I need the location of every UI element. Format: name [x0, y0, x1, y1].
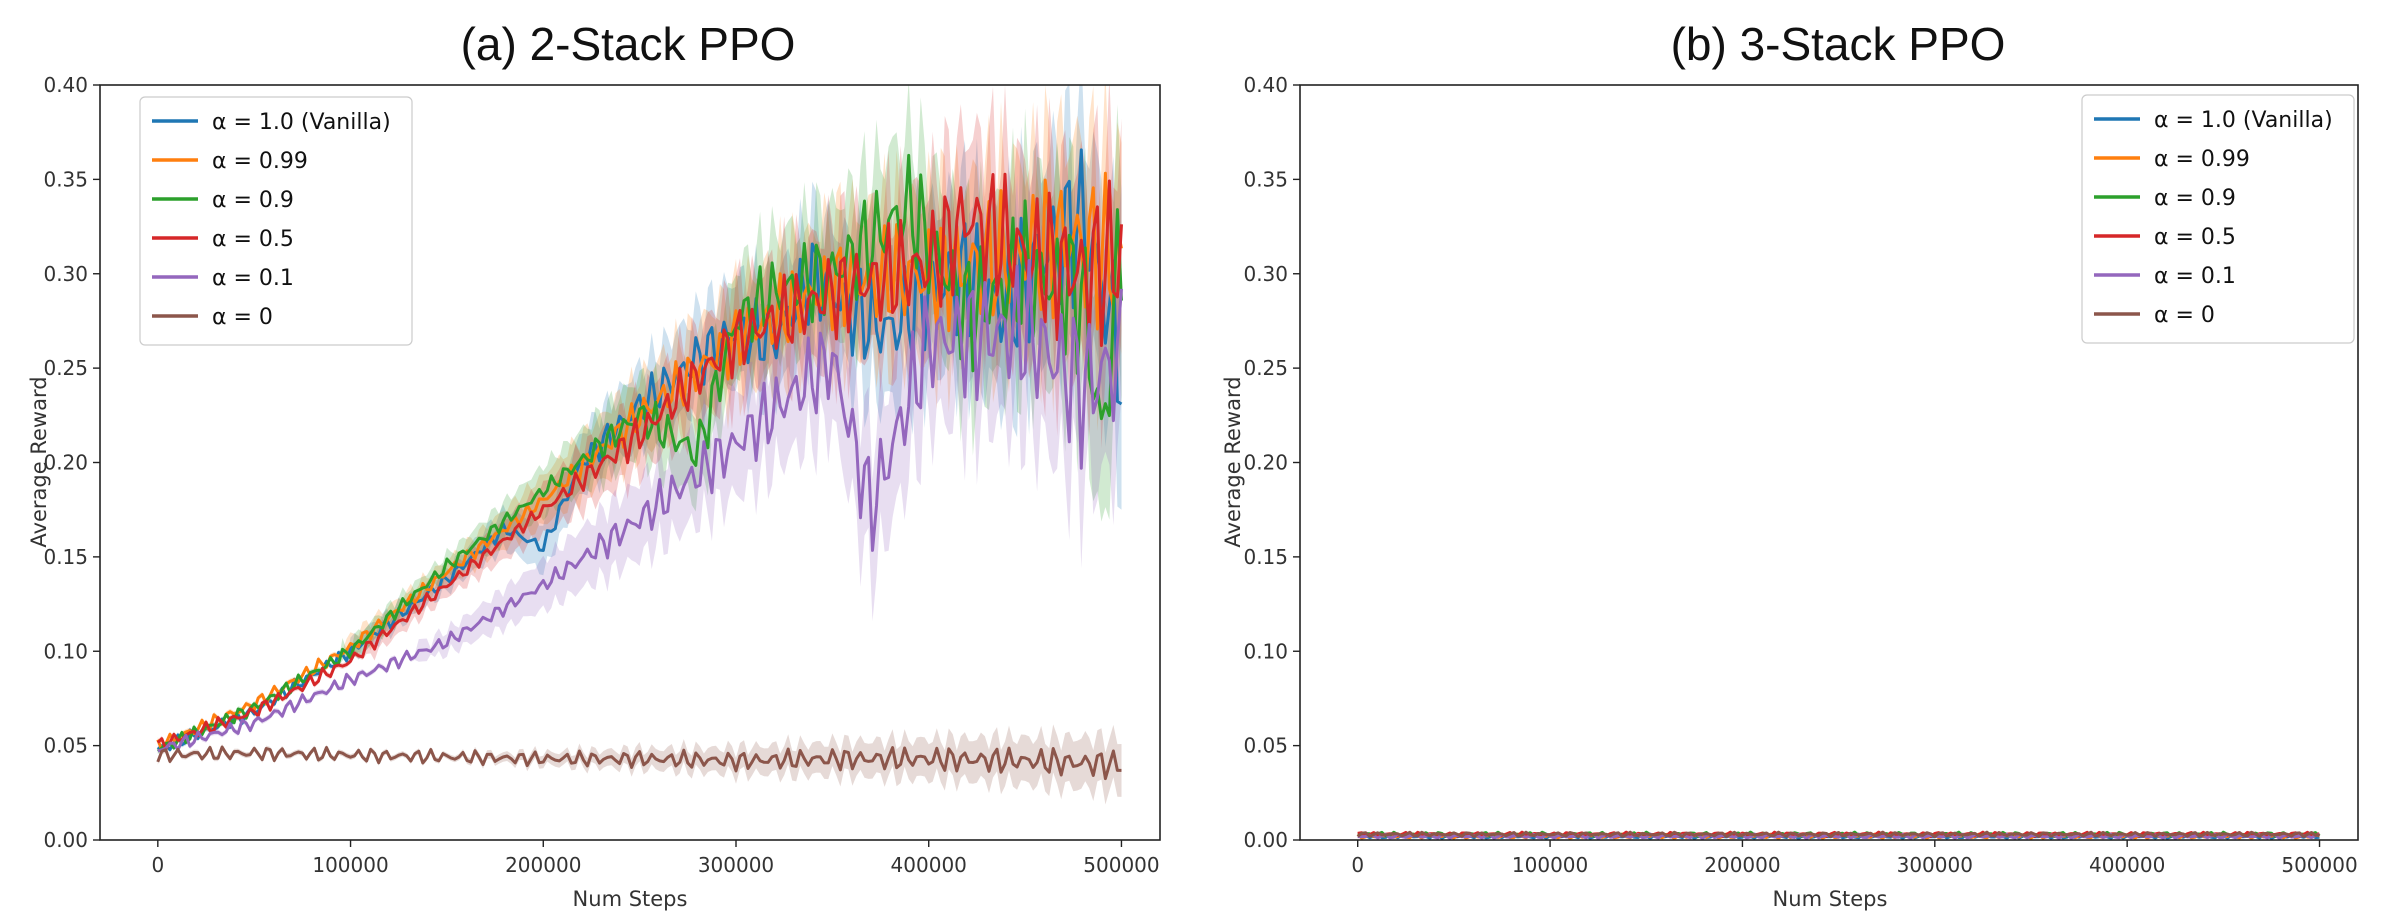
chart-b-lines	[1356, 830, 2321, 840]
chart-a-xlabel: Num Steps	[573, 887, 688, 911]
xtick-label: 400000	[891, 853, 967, 877]
chart-a-yticks: 0.00 0.05 0.10 0.15 0.20 0.25 0.30 0.35 0.40	[43, 73, 100, 852]
ytick-label: 0.20	[43, 451, 88, 475]
legend-label: α = 0.1	[2154, 264, 2236, 289]
chart-b-xlabel: Num Steps	[1773, 887, 1888, 911]
legend-label: α = 0.9	[2154, 186, 2236, 211]
ytick-label: 0.05	[43, 734, 88, 758]
xtick-label: 500000	[2281, 853, 2357, 877]
chart-b-ylabel: Average Reward	[1221, 376, 1245, 547]
legend-label: α = 1.0 (Vanilla)	[2154, 108, 2333, 133]
xtick-label: 200000	[1704, 853, 1780, 877]
chart-a: (a) 2-Stack PPO 0.00 0.05 0.10 0.15 0.20 0.25…	[27, 18, 1161, 911]
legend-label: α = 0.5	[212, 227, 294, 252]
series-line-green	[156, 153, 1123, 753]
xtick-label: 200000	[505, 853, 581, 877]
xtick-label: 0	[1351, 853, 1364, 877]
ytick-label: 0.40	[43, 73, 88, 97]
xtick-label: 400000	[2089, 853, 2165, 877]
ytick-label: 0.00	[43, 828, 88, 852]
chart-b-legend-box	[2081, 94, 2355, 344]
chart-a-ylabel: Average Reward	[27, 376, 51, 547]
series-line-blue	[156, 148, 1123, 752]
legend-label: α = 0.99	[2154, 147, 2250, 172]
legend-label: α = 0.99	[212, 149, 308, 174]
series-line-orange	[156, 171, 1123, 752]
chart-b-xticks: 0 100000 200000 300000 400000 500000	[1351, 840, 2358, 877]
legend-label: α = 0.1	[212, 266, 294, 291]
series-line-red	[156, 172, 1123, 751]
ytick-label: 0.15	[43, 545, 88, 569]
chart-b-legend: α = 1.0 (Vanilla) α = 0.99 α = 0.9 α = 0.5 α…	[2081, 94, 2355, 344]
ytick-label: 0.15	[1243, 545, 1288, 569]
legend-label: α = 0	[2154, 303, 2215, 328]
legend-label: α = 0.9	[212, 188, 294, 213]
xtick-label: 300000	[698, 853, 774, 877]
xtick-label: 100000	[312, 853, 388, 877]
ytick-label: 0.05	[1243, 734, 1288, 758]
series-line-brown	[1356, 830, 2320, 839]
ytick-label: 0.10	[43, 639, 88, 663]
chart-b: (b) 3-Stack PPO 0.00 0.05 0.10 0.15 0.20 0.25…	[1221, 18, 2359, 911]
ytick-label: 0.35	[1243, 167, 1288, 191]
xtick-label: 300000	[1897, 853, 1973, 877]
ytick-label: 0.40	[1243, 73, 1288, 97]
series-line-brown	[156, 745, 1122, 781]
ytick-label: 0.35	[43, 167, 88, 191]
chart-b-yticks: 0.00 0.05 0.10 0.15 0.20 0.25 0.30 0.35 0.40	[1243, 73, 1300, 852]
ytick-label: 0.25	[1243, 356, 1288, 380]
chart-a-legend-box	[139, 96, 413, 346]
legend-label: α = 0	[212, 305, 273, 330]
legend-label: α = 1.0 (Vanilla)	[212, 110, 391, 135]
legend-label: α = 0.5	[2154, 225, 2236, 250]
ytick-label: 0.00	[1243, 828, 1288, 852]
ytick-label: 0.10	[1243, 639, 1288, 663]
ytick-label: 0.25	[43, 356, 88, 380]
chart-a-lines	[156, 148, 1123, 781]
chart-b-legend-items: α = 1.0 (Vanilla) α = 0.99 α = 0.9 α = 0.5 α…	[2094, 108, 2333, 328]
xtick-label: 0	[151, 853, 164, 877]
band-brown	[157, 724, 1122, 805]
ytick-label: 0.30	[43, 262, 88, 286]
ytick-label: 0.30	[1243, 262, 1288, 286]
chart-b-title: (b) 3-Stack PPO	[1671, 18, 2006, 70]
chart-a-legend: α = 1.0 (Vanilla) α = 0.99 α = 0.9 α = 0.5 α…	[139, 96, 413, 346]
xtick-label: 100000	[1512, 853, 1588, 877]
xtick-label: 500000	[1083, 853, 1159, 877]
series-line-purple	[157, 259, 1123, 753]
ytick-label: 0.20	[1243, 451, 1288, 475]
chart-a-xticks: 0 100000 200000 300000 400000 500000	[151, 840, 1160, 877]
chart-a-legend-items: α = 1.0 (Vanilla) α = 0.99 α = 0.9 α = 0.5 α…	[152, 110, 391, 330]
chart-a-title: (a) 2-Stack PPO	[461, 18, 796, 70]
